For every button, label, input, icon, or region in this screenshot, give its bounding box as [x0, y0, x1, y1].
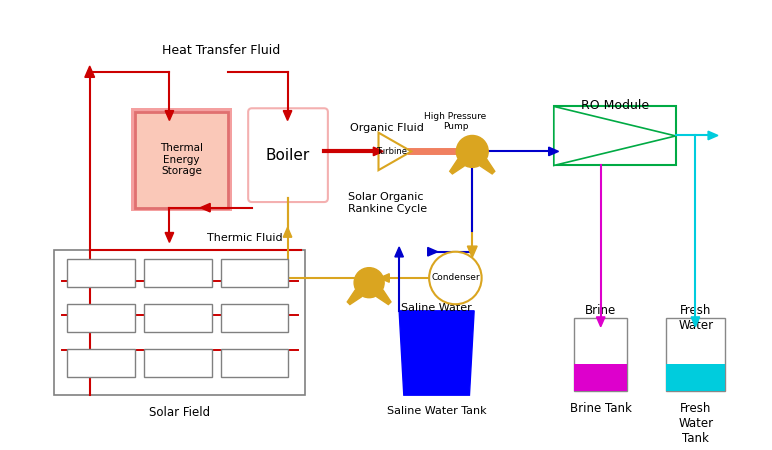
- Text: Brine: Brine: [585, 304, 616, 317]
- Polygon shape: [165, 111, 174, 121]
- Circle shape: [354, 268, 384, 298]
- Text: Heat Transfer Fluid: Heat Transfer Fluid: [162, 44, 280, 57]
- Bar: [67, 259, 135, 288]
- Polygon shape: [374, 147, 383, 156]
- Polygon shape: [283, 111, 292, 121]
- Polygon shape: [450, 159, 464, 174]
- Bar: [67, 304, 135, 333]
- Polygon shape: [597, 317, 605, 327]
- Bar: [574, 364, 627, 391]
- Text: Turbine: Turbine: [376, 147, 407, 156]
- Polygon shape: [480, 159, 495, 174]
- Text: Thermal
Energy
Storage: Thermal Energy Storage: [160, 143, 203, 176]
- Text: Condenser: Condenser: [431, 274, 479, 283]
- Text: Solar Organic
Rankine Cycle: Solar Organic Rankine Cycle: [347, 192, 427, 214]
- Polygon shape: [347, 290, 362, 305]
- Polygon shape: [377, 290, 391, 305]
- Bar: [135, 112, 229, 207]
- Bar: [144, 349, 212, 378]
- Polygon shape: [467, 246, 477, 257]
- Text: Organic Fluid: Organic Fluid: [350, 123, 425, 133]
- Circle shape: [456, 135, 488, 167]
- Polygon shape: [394, 247, 404, 257]
- Bar: [221, 259, 289, 288]
- Bar: [131, 108, 232, 212]
- Bar: [666, 364, 726, 391]
- Bar: [144, 259, 212, 288]
- Polygon shape: [691, 317, 699, 327]
- FancyBboxPatch shape: [248, 108, 328, 202]
- Text: High Pressure
Pump: High Pressure Pump: [425, 112, 486, 131]
- Text: RO Module: RO Module: [581, 99, 648, 112]
- Bar: [666, 318, 726, 391]
- Polygon shape: [399, 311, 474, 395]
- Polygon shape: [428, 248, 438, 256]
- Bar: [554, 106, 676, 166]
- Polygon shape: [708, 131, 718, 140]
- Bar: [67, 349, 135, 378]
- Polygon shape: [379, 274, 389, 282]
- Polygon shape: [554, 106, 676, 166]
- Polygon shape: [165, 233, 174, 243]
- Text: Fresh
Water
Tank: Fresh Water Tank: [679, 402, 713, 445]
- Polygon shape: [283, 227, 292, 237]
- Polygon shape: [201, 203, 210, 212]
- Bar: [144, 304, 212, 333]
- Text: Fresh
Water: Fresh Water: [679, 304, 713, 332]
- Text: Saline Water: Saline Water: [401, 303, 472, 313]
- Polygon shape: [549, 147, 558, 156]
- Circle shape: [429, 252, 482, 304]
- Bar: [221, 304, 289, 333]
- Bar: [221, 349, 289, 378]
- Polygon shape: [85, 66, 95, 77]
- Polygon shape: [378, 133, 411, 170]
- Text: Brine Tank: Brine Tank: [570, 402, 631, 415]
- Bar: [574, 318, 627, 391]
- Text: Saline Water Tank: Saline Water Tank: [387, 406, 486, 416]
- Text: Boiler: Boiler: [266, 148, 310, 162]
- Text: Solar Field: Solar Field: [149, 406, 210, 419]
- Bar: [54, 250, 306, 395]
- Text: Thermic Fluid: Thermic Fluid: [207, 233, 283, 243]
